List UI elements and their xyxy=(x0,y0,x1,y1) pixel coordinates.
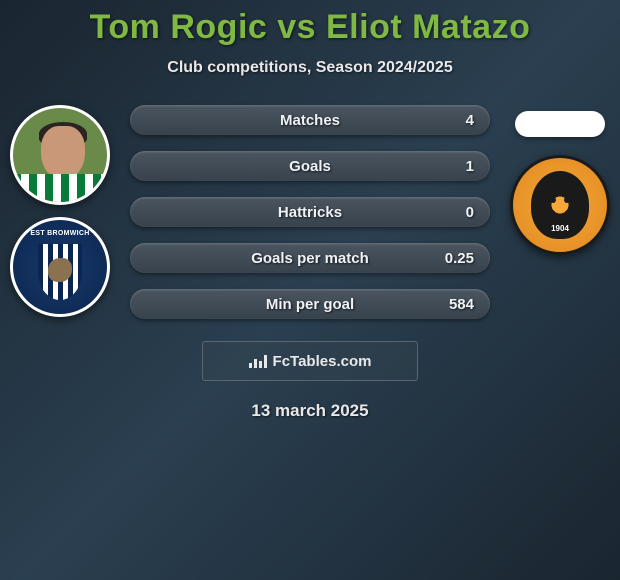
stat-label: Goals xyxy=(196,158,424,175)
club2-badge: 1904 xyxy=(510,155,610,255)
player2-avatar-pill xyxy=(515,111,605,137)
tiger-icon xyxy=(540,185,580,225)
stat-label: Matches xyxy=(196,112,424,129)
chart-icon xyxy=(249,354,267,368)
stat-right-value: 4 xyxy=(424,112,474,129)
stat-row-mpg: Min per goal 584 xyxy=(130,289,490,319)
stat-right-value: 1 xyxy=(424,158,474,175)
stat-label: Hattricks xyxy=(196,204,424,221)
left-player-column: EST BROMWICH xyxy=(0,105,120,317)
right-player-column: 1904 xyxy=(500,105,620,255)
stat-right-value: 584 xyxy=(424,296,474,313)
watermark-text: FcTables.com xyxy=(273,353,372,370)
stat-label: Min per goal xyxy=(196,296,424,313)
page-title: Tom Rogic vs Eliot Matazo xyxy=(0,0,620,47)
stat-label: Goals per match xyxy=(196,250,424,267)
avatar-shirt xyxy=(13,174,110,205)
stat-right-value: 0 xyxy=(424,204,474,221)
stat-row-gpm: Goals per match 0.25 xyxy=(130,243,490,273)
stat-right-value: 0.25 xyxy=(424,250,474,267)
subtitle: Club competitions, Season 2024/2025 xyxy=(0,59,620,77)
stat-row-goals: Goals 1 xyxy=(130,151,490,181)
stats-area: EST BROMWICH Matches 4 Goals 1 Hattricks… xyxy=(0,105,620,319)
stat-row-matches: Matches 4 xyxy=(130,105,490,135)
watermark-box[interactable]: FcTables.com xyxy=(202,341,418,381)
badge-shield: 1904 xyxy=(531,171,589,239)
badge-year: 1904 xyxy=(551,224,569,233)
club1-badge: EST BROMWICH xyxy=(10,217,110,317)
stats-column: Matches 4 Goals 1 Hattricks 0 Goals per … xyxy=(120,105,500,319)
badge-bird-icon xyxy=(48,258,72,282)
stat-row-hattricks: Hattricks 0 xyxy=(130,197,490,227)
badge-text-top: EST BROMWICH xyxy=(30,230,89,237)
date-text: 13 march 2025 xyxy=(0,401,620,421)
player1-avatar xyxy=(10,105,110,205)
avatar-face xyxy=(41,126,85,180)
